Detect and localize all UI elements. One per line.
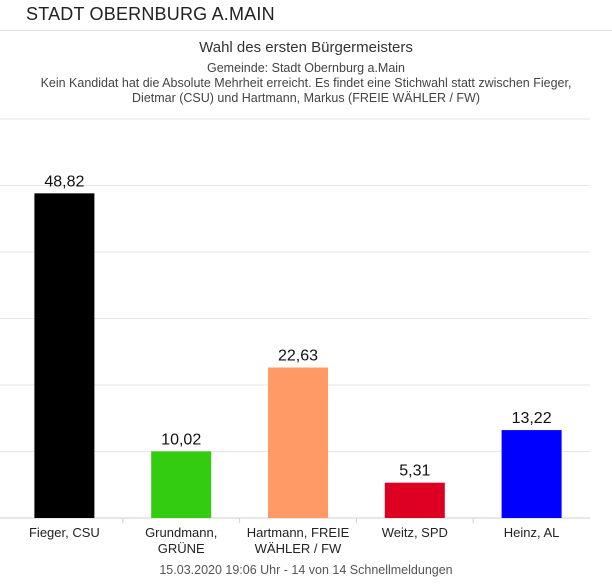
data-label: 22,63 — [278, 348, 318, 365]
data-label: 10,02 — [161, 431, 201, 448]
chart-subtitle-line: Dietmar (CSU) und Hartmann, Markus (FREI… — [132, 91, 480, 105]
chart-footer: 15.03.2020 19:06 Uhr - 14 von 14 Schnell… — [159, 563, 453, 577]
page-title: STADT OBERNBURG A.MAIN — [26, 4, 275, 24]
bar — [501, 430, 562, 518]
chart-subtitle-line: Gemeinde: Stadt Obernburg a.Main — [206, 61, 406, 75]
category-label: Fieger, CSU — [29, 525, 100, 540]
category-label: WÄHLER / FW — [255, 541, 342, 556]
bar — [384, 482, 445, 518]
bar — [268, 367, 328, 518]
data-label: 48,82 — [44, 173, 84, 190]
category-label: Heinz, AL — [504, 525, 560, 540]
bar — [151, 451, 212, 518]
chart-panel: Wahl des ersten Bürgermeisters Gemeinde:… — [0, 31, 612, 585]
data-label: 13,22 — [512, 410, 552, 427]
page-header: STADT OBERNBURG A.MAIN — [0, 0, 612, 31]
category-label: Hartmann, FREIE — [247, 525, 350, 540]
category-label: GRÜNE — [158, 541, 205, 556]
chart-subtitle: Gemeinde: Stadt Obernburg a.Main Kein Ka… — [20, 61, 592, 106]
bar — [34, 193, 95, 519]
data-label: 5,31 — [399, 463, 430, 480]
chart-title: Wahl des ersten Bürgermeisters — [199, 39, 413, 56]
category-label: Weitz, SPD — [382, 525, 448, 540]
category-label: Grundmann, — [145, 525, 217, 540]
chart-subtitle-line: Kein Kandidat hat die Absolute Mehrheit … — [40, 76, 572, 90]
